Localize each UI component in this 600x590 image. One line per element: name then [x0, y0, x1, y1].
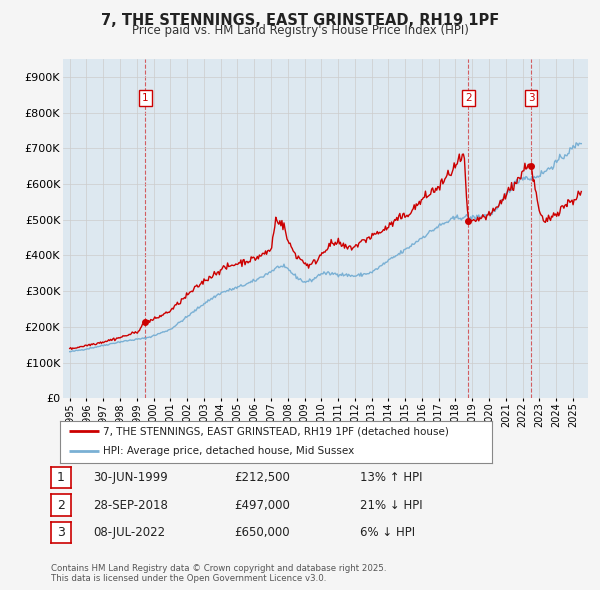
Text: £212,500: £212,500	[234, 471, 290, 484]
Text: 1: 1	[57, 471, 65, 484]
Text: 2: 2	[57, 499, 65, 512]
Text: Price paid vs. HM Land Registry's House Price Index (HPI): Price paid vs. HM Land Registry's House …	[131, 24, 469, 37]
Text: 30-JUN-1999: 30-JUN-1999	[93, 471, 168, 484]
Text: 28-SEP-2018: 28-SEP-2018	[93, 499, 168, 512]
Text: 13% ↑ HPI: 13% ↑ HPI	[360, 471, 422, 484]
Text: 21% ↓ HPI: 21% ↓ HPI	[360, 499, 422, 512]
Text: HPI: Average price, detached house, Mid Sussex: HPI: Average price, detached house, Mid …	[103, 446, 355, 456]
Text: 6% ↓ HPI: 6% ↓ HPI	[360, 526, 415, 539]
Text: £650,000: £650,000	[234, 526, 290, 539]
Text: 3: 3	[527, 93, 534, 103]
Text: 7, THE STENNINGS, EAST GRINSTEAD, RH19 1PF: 7, THE STENNINGS, EAST GRINSTEAD, RH19 1…	[101, 13, 499, 28]
Text: 3: 3	[57, 526, 65, 539]
Text: 1: 1	[142, 93, 149, 103]
Text: Contains HM Land Registry data © Crown copyright and database right 2025.
This d: Contains HM Land Registry data © Crown c…	[51, 563, 386, 583]
Text: £497,000: £497,000	[234, 499, 290, 512]
Text: 7, THE STENNINGS, EAST GRINSTEAD, RH19 1PF (detached house): 7, THE STENNINGS, EAST GRINSTEAD, RH19 1…	[103, 427, 449, 436]
Text: 2: 2	[465, 93, 472, 103]
Text: 08-JUL-2022: 08-JUL-2022	[93, 526, 165, 539]
